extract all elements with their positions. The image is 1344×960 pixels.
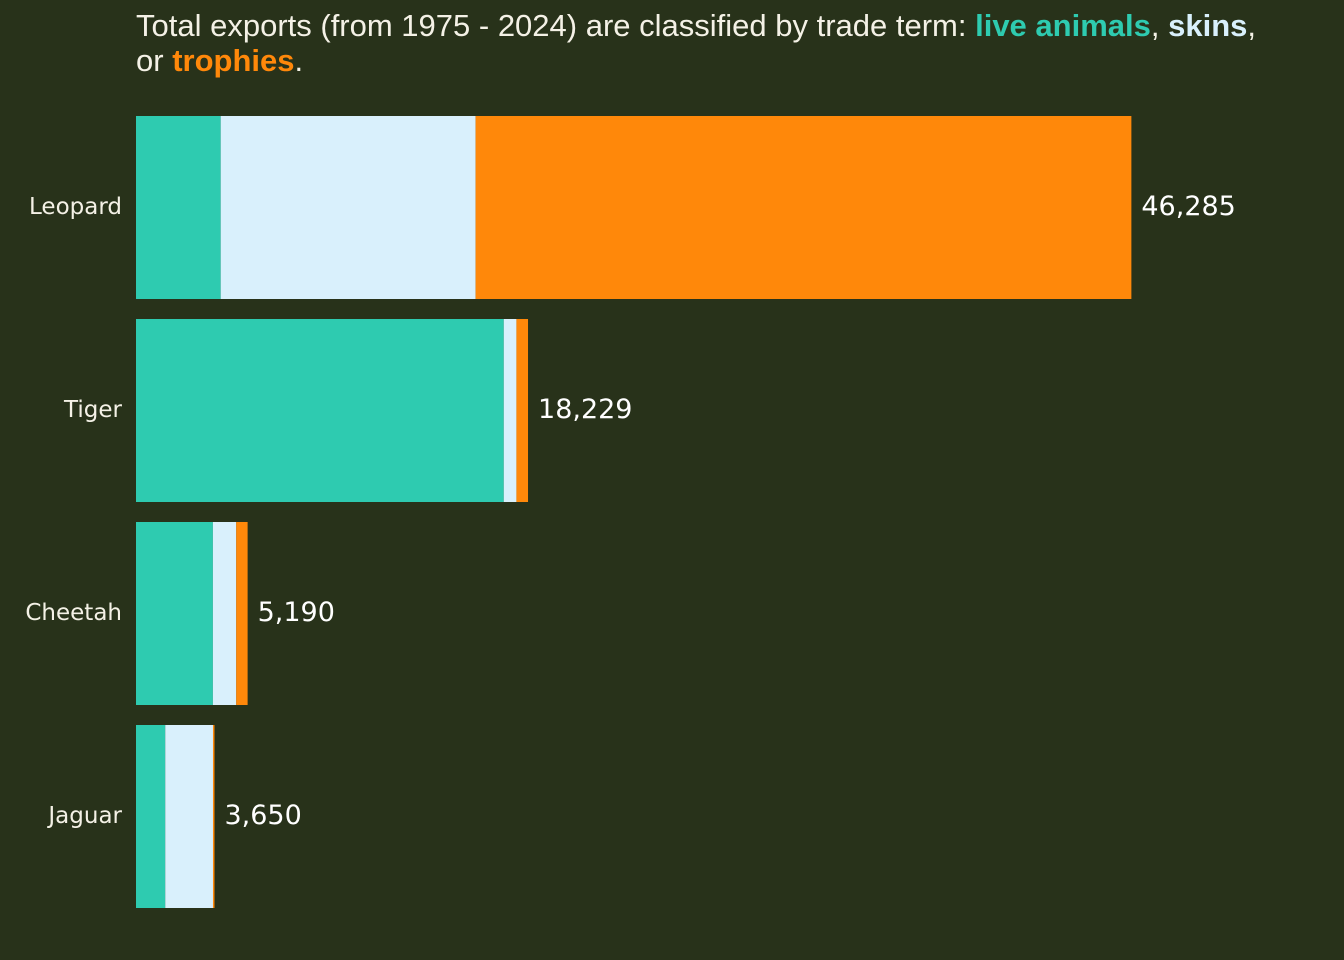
title-text: , — [1150, 8, 1169, 43]
bar-segment — [165, 725, 213, 908]
legend-live: live animals — [975, 8, 1151, 43]
category-label: Jaguar — [46, 803, 122, 829]
bar-segment — [475, 116, 1132, 299]
chart-title: Total exports (from 1975 - 2024) are cla… — [136, 8, 1256, 78]
category-label: Tiger — [63, 397, 122, 423]
total-label: 46,285 — [1141, 191, 1235, 222]
bar-segment — [136, 522, 213, 705]
legend-skins: skins — [1168, 8, 1248, 43]
bar-segment — [503, 319, 517, 502]
title-text: Total exports (from 1975 - 2024) are cla… — [136, 8, 976, 43]
bar-segment — [136, 725, 166, 908]
total-label: 5,190 — [258, 597, 335, 628]
bar-segment — [220, 116, 476, 299]
bar-segment — [516, 319, 529, 502]
bar-segment — [212, 725, 215, 908]
bar-segment — [136, 319, 504, 502]
total-label: 3,650 — [224, 800, 301, 831]
category-label: Cheetah — [25, 600, 122, 626]
bar-segment — [136, 116, 221, 299]
title-text: . — [294, 43, 304, 78]
bar-segment — [212, 522, 237, 705]
legend-trophies: trophies — [172, 43, 295, 78]
category-label: Leopard — [29, 194, 122, 220]
title-text: , or — [136, 8, 1257, 78]
bar-segment — [236, 522, 248, 705]
total-label: 18,229 — [538, 394, 632, 425]
